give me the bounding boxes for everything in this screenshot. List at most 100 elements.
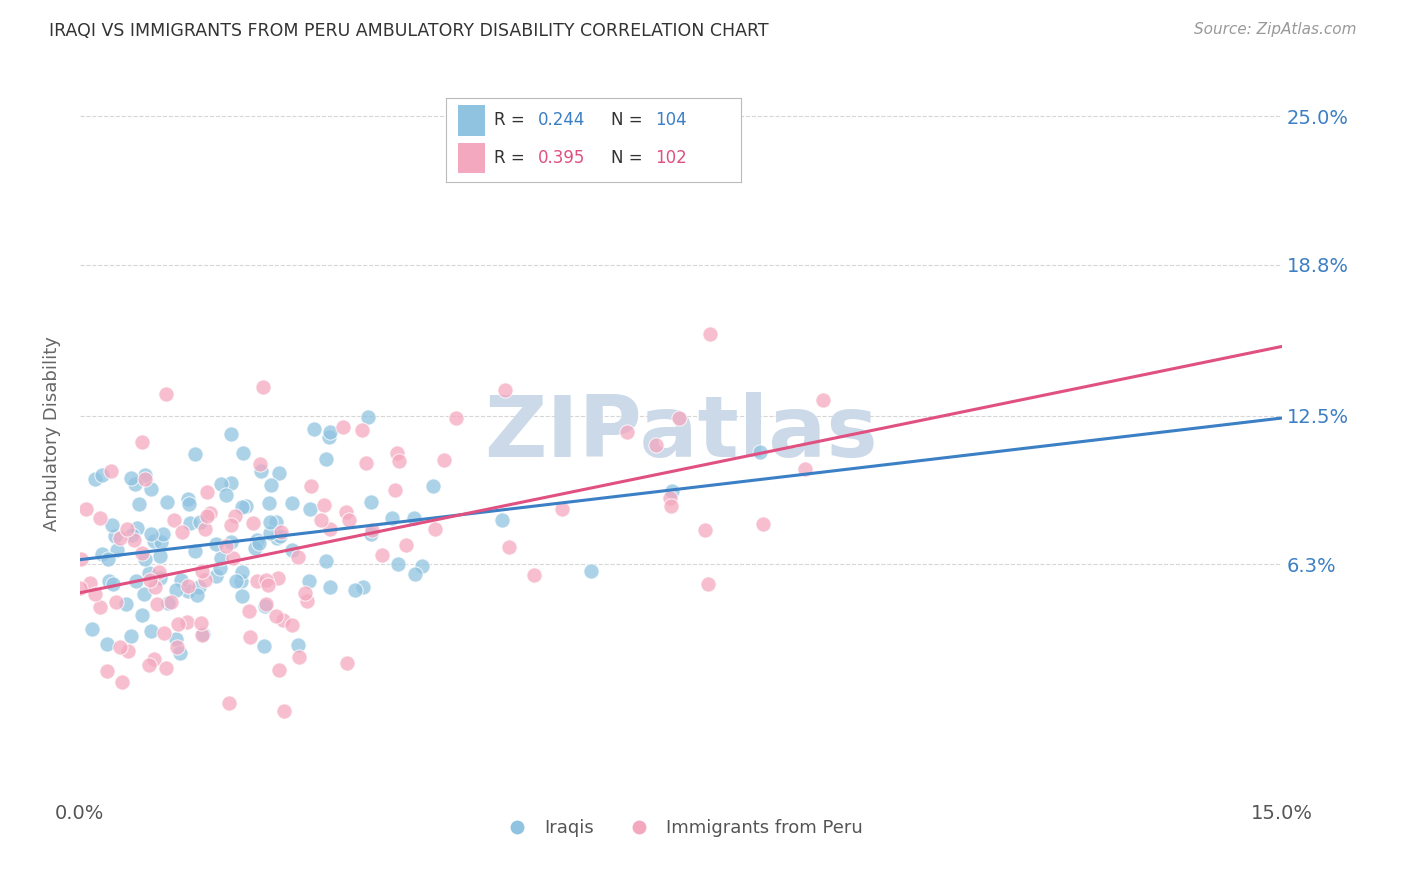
- Point: [319, 425, 342, 440]
- Point: [238, 604, 260, 618]
- Point: [385, 446, 408, 460]
- Point: [195, 485, 218, 500]
- Point: [155, 661, 177, 675]
- Point: [209, 477, 232, 491]
- Point: [344, 583, 367, 598]
- Point: [191, 564, 214, 578]
- Point: [141, 624, 163, 638]
- Point: [404, 511, 426, 525]
- Text: Source: ZipAtlas.com: Source: ZipAtlas.com: [1194, 22, 1357, 37]
- Point: [121, 528, 143, 542]
- Point: [661, 484, 683, 499]
- Point: [98, 574, 121, 588]
- Point: [89, 600, 111, 615]
- Point: [155, 387, 177, 401]
- Point: [231, 500, 253, 515]
- Point: [218, 696, 240, 710]
- Point: [165, 583, 187, 598]
- Point: [315, 554, 337, 568]
- Point: [411, 558, 433, 573]
- Point: [361, 523, 384, 537]
- Point: [179, 516, 201, 530]
- Point: [134, 587, 156, 601]
- Point: [253, 639, 276, 653]
- Point: [190, 628, 212, 642]
- Point: [659, 491, 682, 505]
- Point: [336, 657, 359, 671]
- Point: [257, 496, 280, 510]
- Point: [198, 506, 221, 520]
- Point: [115, 522, 138, 536]
- Point: [97, 551, 120, 566]
- Point: [138, 573, 160, 587]
- Point: [659, 499, 682, 513]
- Point: [91, 467, 114, 482]
- Point: [149, 549, 172, 563]
- Point: [752, 516, 775, 531]
- Point: [229, 574, 252, 589]
- Point: [259, 478, 281, 492]
- Point: [108, 640, 131, 654]
- Point: [491, 513, 513, 527]
- Point: [195, 509, 218, 524]
- Point: [271, 613, 294, 627]
- Point: [104, 595, 127, 609]
- Point: [134, 467, 156, 482]
- Point: [232, 445, 254, 459]
- Point: [259, 526, 281, 541]
- Point: [231, 590, 253, 604]
- Point: [264, 515, 287, 529]
- Point: [335, 505, 357, 519]
- Point: [318, 430, 340, 444]
- Point: [125, 574, 148, 588]
- Point: [83, 472, 105, 486]
- Point: [696, 577, 718, 591]
- Point: [551, 501, 574, 516]
- Point: [252, 380, 274, 394]
- Point: [693, 523, 716, 537]
- Point: [156, 495, 179, 509]
- Point: [184, 543, 207, 558]
- Point: [280, 496, 302, 510]
- Point: [105, 543, 128, 558]
- Point: [120, 629, 142, 643]
- Text: IRAQI VS IMMIGRANTS FROM PERU AMBULATORY DISABILITY CORRELATION CHART: IRAQI VS IMMIGRANTS FROM PERU AMBULATORY…: [49, 22, 769, 40]
- Point: [222, 550, 245, 565]
- Point: [177, 579, 200, 593]
- Point: [668, 410, 690, 425]
- Point: [404, 566, 426, 581]
- Point: [103, 529, 125, 543]
- Point: [219, 518, 242, 533]
- Point: [138, 658, 160, 673]
- Point: [254, 599, 277, 614]
- Point: [69, 582, 91, 596]
- Point: [254, 573, 277, 587]
- Point: [337, 513, 360, 527]
- Point: [813, 393, 835, 408]
- Point: [269, 529, 291, 543]
- Point: [215, 539, 238, 553]
- Point: [101, 576, 124, 591]
- Point: [267, 571, 290, 585]
- Point: [270, 524, 292, 539]
- Point: [166, 617, 188, 632]
- Point: [281, 542, 304, 557]
- Point: [235, 499, 257, 513]
- Point: [242, 516, 264, 530]
- Point: [264, 609, 287, 624]
- Point: [273, 704, 295, 718]
- Legend: Iraqis, Immigrants from Peru: Iraqis, Immigrants from Peru: [492, 812, 870, 845]
- Point: [194, 522, 217, 536]
- Point: [148, 566, 170, 580]
- Point: [176, 615, 198, 630]
- Point: [357, 409, 380, 424]
- Point: [186, 588, 208, 602]
- Point: [384, 483, 406, 498]
- Point: [246, 574, 269, 589]
- Point: [254, 598, 277, 612]
- Point: [90, 547, 112, 561]
- Point: [101, 517, 124, 532]
- Point: [494, 383, 516, 397]
- Point: [295, 594, 318, 608]
- Point: [96, 664, 118, 678]
